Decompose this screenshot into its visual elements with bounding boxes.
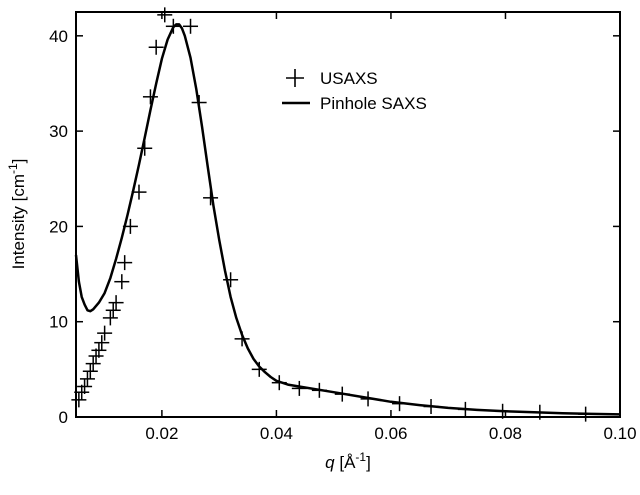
usaxs-point <box>77 379 93 395</box>
usaxs-point <box>532 404 548 420</box>
x-tick-label: 0.10 <box>603 424 636 443</box>
usaxs-point <box>311 382 327 398</box>
usaxs-point <box>457 401 473 417</box>
y-tick-label: 20 <box>49 217 68 236</box>
usaxs-point <box>97 325 113 341</box>
x-tick-label: 0.06 <box>374 424 407 443</box>
usaxs-point <box>251 361 267 377</box>
x-axis-label-var: q <box>325 453 335 472</box>
usaxs-point <box>122 218 138 234</box>
y-axis-label-close: ] <box>9 159 28 164</box>
usaxs-point <box>105 302 121 318</box>
usaxs-point <box>85 356 101 372</box>
usaxs-point <box>117 255 133 271</box>
usaxs-series <box>71 7 594 422</box>
y-tick-label: 40 <box>49 27 68 46</box>
usaxs-point <box>131 184 147 200</box>
usaxs-point <box>91 342 107 358</box>
usaxs-point <box>142 89 158 105</box>
x-tick-label: 0.02 <box>145 424 178 443</box>
y-axis-ticks: 0 10 20 30 40 <box>49 27 620 427</box>
usaxs-point <box>334 386 350 402</box>
plot-frame <box>75 11 621 418</box>
x-tick-label: 0.04 <box>260 424 293 443</box>
legend-pinhole-label: Pinhole SAXS <box>320 94 427 113</box>
y-axis-label-sup: -1 <box>6 163 20 174</box>
usaxs-point <box>71 392 87 408</box>
usaxs-point <box>79 371 95 387</box>
x-axis-label-sup: -1 <box>355 450 366 464</box>
x-axis-label: q [Å-1] <box>325 450 371 472</box>
usaxs-point <box>102 310 118 326</box>
x-axis-label-unit: [Å <box>335 453 356 472</box>
usaxs-point <box>234 331 250 347</box>
x-tick-label: 0.08 <box>489 424 522 443</box>
y-tick-label: 0 <box>59 408 68 427</box>
y-tick-label: 10 <box>49 313 68 332</box>
usaxs-point <box>157 7 173 23</box>
usaxs-point <box>191 95 207 111</box>
usaxs-point <box>165 18 181 34</box>
y-tick-label: 30 <box>49 122 68 141</box>
usaxs-point <box>108 295 124 311</box>
usaxs-point <box>183 18 199 34</box>
usaxs-point <box>495 403 511 419</box>
usaxs-point <box>423 399 439 415</box>
y-axis-label-main: Intensity [cm <box>9 174 28 269</box>
legend-usaxs-label: USAXS <box>320 69 378 88</box>
x-axis-ticks: 0.02 0.04 0.06 0.08 0.10 <box>145 12 637 443</box>
usaxs-point <box>360 391 376 407</box>
usaxs-point <box>203 190 219 206</box>
legend-usaxs-marker <box>286 69 304 87</box>
legend: USAXS Pinhole SAXS <box>282 69 427 113</box>
usaxs-point <box>114 274 130 290</box>
usaxs-point <box>82 363 98 379</box>
usaxs-point <box>392 396 408 412</box>
usaxs-point <box>291 380 307 396</box>
y-axis-label: Intensity [cm-1] <box>6 159 28 270</box>
usaxs-point <box>223 272 239 288</box>
usaxs-point <box>94 335 110 351</box>
usaxs-point <box>148 39 164 55</box>
x-axis-label-close: ] <box>366 453 371 472</box>
usaxs-point <box>271 375 287 391</box>
usaxs-point <box>578 406 594 422</box>
usaxs-point <box>137 140 153 156</box>
